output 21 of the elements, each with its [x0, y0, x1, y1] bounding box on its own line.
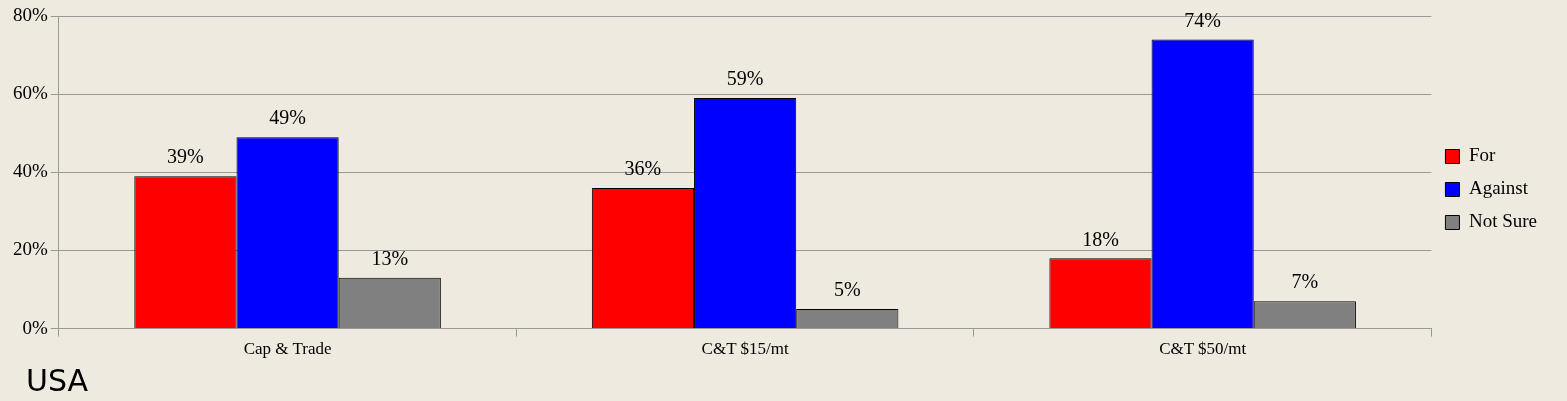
y-tick-label: 80%	[13, 3, 48, 25]
data-label: 74%	[1184, 8, 1221, 31]
y-tick-label: 60%	[13, 82, 48, 104]
data-label: 36%	[624, 157, 662, 180]
data-label: 49%	[269, 106, 306, 129]
text: USA	[26, 362, 89, 398]
y-tick-label: 20%	[13, 238, 48, 260]
data-label: 59%	[726, 67, 764, 90]
y-tick-label: 40%	[13, 160, 48, 182]
data-label: 18%	[1082, 227, 1119, 250]
data-label: 39%	[167, 145, 204, 168]
data-label: 13%	[371, 247, 409, 270]
x-tick-label: C&T $50/mt	[1159, 339, 1247, 359]
x-tick-label: C&T $15/mt	[701, 339, 789, 359]
legend-label: For	[1468, 144, 1496, 166]
y-tick-label: 0%	[22, 316, 48, 338]
data-label: 5%	[833, 278, 861, 301]
legend-label: Against	[1468, 177, 1529, 199]
legend-label: Not Sure	[1468, 210, 1537, 232]
x-tick-label: Cap & Trade	[243, 339, 332, 359]
data-label: 7%	[1291, 270, 1319, 293]
